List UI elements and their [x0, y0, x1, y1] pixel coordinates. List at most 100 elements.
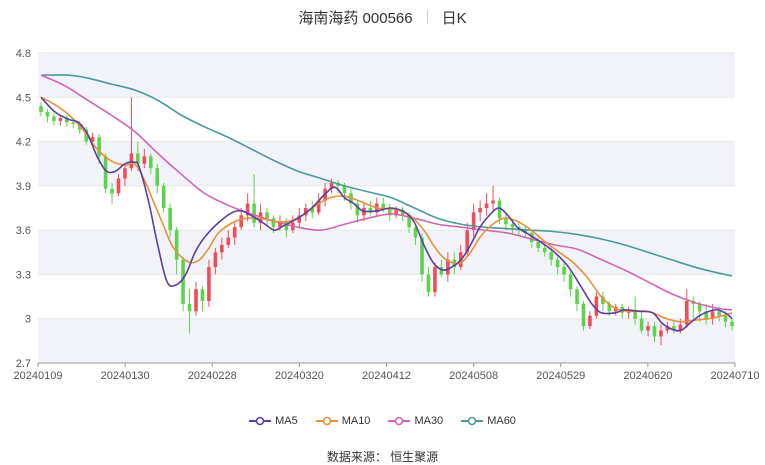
x-tick-label: 20240109	[14, 370, 63, 382]
candle	[207, 259, 211, 307]
candle	[110, 182, 114, 204]
candles	[39, 97, 734, 346]
candle	[232, 222, 237, 245]
candle	[626, 306, 631, 319]
candle	[65, 115, 69, 127]
candle-body	[155, 168, 160, 186]
y-axis-ticks: 2.7 3 3.3 3.6 3.9 4.2 4.5 4.8	[16, 48, 31, 370]
y-tick-label: 2.7	[16, 358, 31, 370]
candle	[200, 286, 205, 312]
candle	[58, 115, 63, 126]
candle	[220, 237, 224, 260]
candle	[123, 163, 127, 186]
legend-label-ma30: MA30	[414, 415, 444, 427]
legend-item-ma30[interactable]: MA30	[388, 415, 443, 427]
candle	[672, 321, 676, 334]
candle-body	[303, 208, 308, 216]
plot-band	[38, 53, 735, 98]
candle-body	[594, 296, 599, 316]
candle-body	[484, 203, 489, 208]
candle-body	[665, 326, 670, 331]
candle-body	[639, 318, 644, 331]
candle	[555, 256, 560, 275]
y-tick-label: 4.8	[16, 48, 31, 60]
candle	[155, 163, 160, 194]
candle-body	[471, 212, 476, 231]
candle-body	[581, 303, 586, 327]
y-tick-label: 3.6	[16, 225, 31, 237]
legend-item-ma10[interactable]: MA10	[315, 415, 370, 427]
candle	[601, 292, 605, 312]
candle	[562, 262, 566, 282]
candle-body	[588, 315, 592, 327]
candle-body	[394, 209, 398, 216]
candle	[187, 289, 192, 334]
candle	[142, 148, 147, 169]
candle-body	[200, 289, 205, 301]
candle	[471, 203, 476, 238]
candle	[329, 178, 334, 194]
candle-body	[697, 303, 702, 312]
candle	[433, 262, 437, 297]
candle-body	[562, 267, 566, 275]
candle-body	[284, 221, 289, 231]
legend-item-ma5[interactable]: MA5	[249, 415, 298, 427]
candle-body	[90, 137, 95, 142]
candle	[375, 197, 379, 216]
candle-body	[39, 106, 43, 113]
candle-body	[426, 274, 431, 293]
legend: MA5 MA10 MA30 MA60	[0, 412, 765, 430]
candle-body	[510, 224, 515, 228]
candle-body	[704, 311, 708, 319]
candle-body	[271, 218, 276, 228]
candle-body	[142, 156, 147, 164]
candle	[704, 303, 708, 325]
candle	[639, 311, 644, 334]
plot-band	[38, 230, 735, 275]
legend-swatch-ma30	[388, 416, 411, 426]
ma60-line	[40, 74, 733, 277]
candle-body	[110, 188, 114, 194]
x-tick-label: 20240130	[101, 370, 150, 382]
candle	[426, 267, 431, 297]
y-tick-label: 3.9	[16, 181, 31, 193]
candle-body	[97, 137, 101, 157]
candle-body	[65, 117, 69, 123]
candle-body	[136, 153, 140, 164]
candle	[575, 286, 579, 312]
plot-band	[38, 318, 735, 363]
candle-body	[123, 168, 127, 179]
candle	[265, 208, 269, 225]
candle	[659, 324, 663, 346]
candle-body	[646, 326, 650, 331]
candle-body	[420, 237, 424, 275]
candle-body	[446, 259, 450, 275]
candle-body	[387, 208, 392, 216]
candle	[148, 153, 153, 175]
candle-body	[342, 185, 347, 194]
candle-body	[116, 178, 121, 194]
legend-item-ma60[interactable]: MA60	[461, 415, 516, 427]
candle-body	[400, 209, 405, 216]
x-tick-label: 20240228	[188, 370, 237, 382]
candle-body	[71, 122, 76, 124]
candle-body	[297, 215, 302, 223]
period-label: 日K	[441, 9, 467, 27]
candle-body	[168, 208, 172, 231]
candle	[168, 203, 172, 238]
y-tick-label: 4.2	[16, 137, 31, 149]
legend-swatch-ma5	[249, 416, 272, 426]
candle	[368, 200, 373, 216]
candle-body	[84, 129, 89, 142]
candle-body	[439, 267, 444, 275]
candle-body	[601, 296, 605, 304]
candle-body	[549, 252, 553, 260]
candle-body	[407, 215, 411, 228]
candle	[510, 221, 515, 234]
candle-body	[187, 303, 192, 312]
candle-body	[181, 259, 185, 304]
candle-body	[194, 289, 198, 312]
candle-body	[129, 153, 134, 169]
candle-body	[497, 200, 502, 219]
